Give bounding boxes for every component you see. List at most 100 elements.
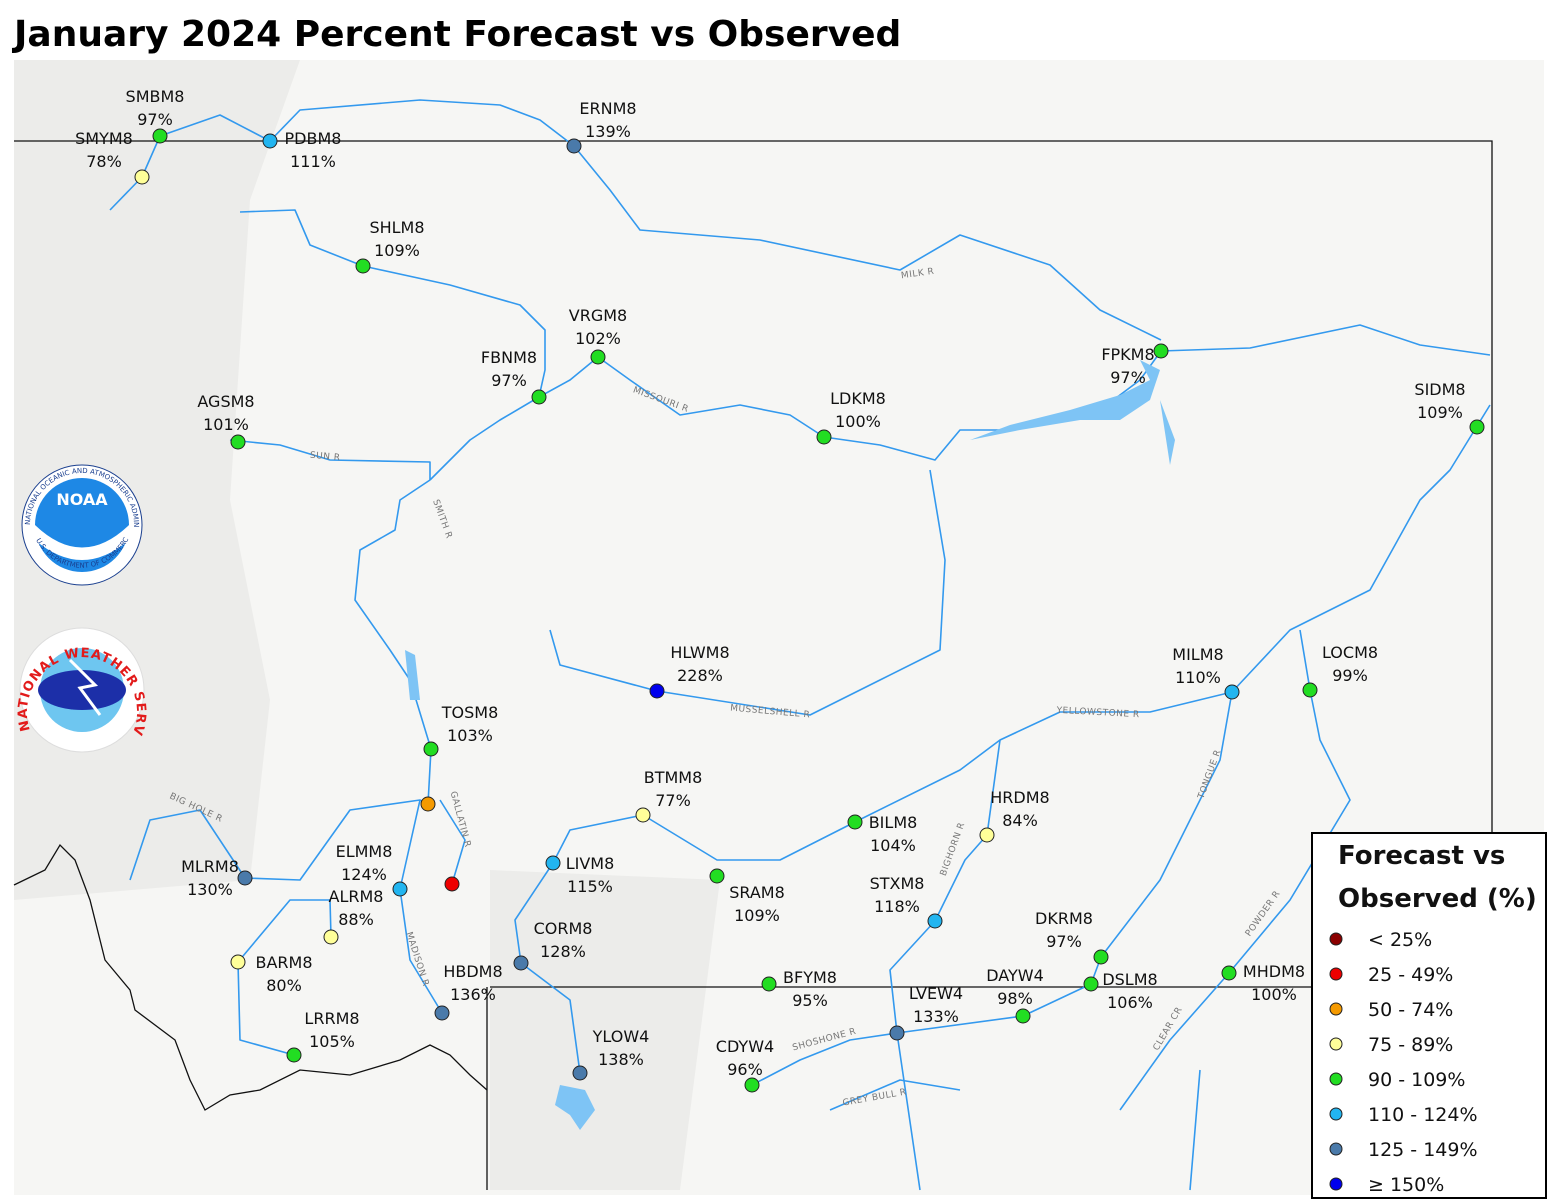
station-id: MHDM8	[1243, 962, 1305, 981]
station-id: SMBM8	[126, 87, 185, 106]
station-id: LOCM8	[1322, 643, 1378, 662]
station-value: 124%	[341, 865, 387, 884]
legend-box	[1311, 832, 1547, 1199]
legend-swatch	[1329, 1072, 1343, 1086]
legend-swatch	[1329, 932, 1343, 946]
station-id: ELMM8	[336, 842, 393, 861]
station-marker	[1224, 684, 1240, 700]
station-marker	[545, 855, 561, 871]
station-id: HLWM8	[670, 643, 729, 662]
station-value: 105%	[309, 1032, 355, 1051]
station-marker	[323, 929, 339, 945]
river	[229, 439, 431, 480]
station-marker	[847, 814, 863, 830]
river	[109, 99, 575, 211]
legend: Forecast vs Observed (%) < 25% 25 - 49% 50…	[1311, 832, 1547, 1199]
station-id: MILM8	[1172, 645, 1223, 664]
river	[549, 469, 946, 716]
state-border	[14, 140, 1493, 840]
station-value: 97%	[137, 110, 173, 129]
station-value: 78%	[86, 152, 122, 171]
legend-swatch	[1329, 1177, 1343, 1191]
station-id: LDKM8	[830, 389, 886, 408]
station-value: 102%	[575, 329, 621, 348]
lake	[555, 1085, 595, 1130]
river-label: SUN R	[309, 451, 340, 464]
station-id: MLRM8	[181, 857, 239, 876]
station-marker	[979, 827, 995, 843]
station-value: 106%	[1107, 993, 1153, 1012]
station-marker	[392, 881, 408, 897]
lake	[405, 650, 420, 700]
station-value: 88%	[338, 910, 374, 929]
station-id: DKRM8	[1035, 909, 1093, 928]
station-id: VRGM8	[569, 306, 627, 325]
station-id: BARM8	[255, 953, 312, 972]
station-id: FBNM8	[481, 348, 537, 367]
station-value: 97%	[1046, 932, 1082, 951]
borders	[13, 140, 1493, 1190]
station-marker	[1221, 965, 1237, 981]
station-id: YLOW4	[592, 1027, 650, 1046]
river-label: YELLOWSTONE R	[1055, 706, 1140, 720]
station-value: 98%	[997, 989, 1033, 1008]
river	[239, 209, 546, 398]
station-marker	[889, 1025, 905, 1041]
station-id: HBDM8	[443, 962, 502, 981]
river	[1100, 691, 1233, 958]
legend-title: Observed (%)	[1338, 884, 1537, 914]
station-marker	[635, 807, 651, 823]
station-id: PDBM8	[285, 129, 342, 148]
station-id: BTMM8	[644, 768, 703, 787]
station-marker	[237, 870, 253, 886]
legend-label: 90 - 109%	[1368, 1069, 1465, 1091]
station-marker	[1015, 1008, 1031, 1024]
station-value: 111%	[290, 152, 336, 171]
legend-label: < 25%	[1368, 929, 1432, 951]
legend-title: Forecast vs	[1338, 841, 1505, 871]
station-id: SMYM8	[75, 129, 133, 148]
river	[354, 479, 432, 805]
station-marker	[355, 258, 371, 274]
station-value: 110%	[1175, 668, 1221, 687]
station-id: BFYM8	[783, 968, 837, 987]
station-value: 128%	[540, 942, 586, 961]
station-value: 77%	[655, 791, 691, 810]
river	[829, 972, 1230, 1191]
logo-bolt	[68, 658, 102, 716]
station-id: DAYW4	[986, 966, 1044, 985]
station-marker	[1302, 682, 1318, 698]
stations: SMBM897%SMYM878%PDBM8111%ERNM8139%SHLM81…	[75, 87, 1485, 1093]
terrain	[14, 60, 1544, 1195]
station-marker	[420, 796, 436, 812]
legend-swatch	[1329, 1002, 1343, 1016]
station-value: 99%	[1332, 666, 1368, 685]
legend-items: < 25% 25 - 49% 50 - 74% 75 - 89% 90 - 109% 11…	[1329, 929, 1478, 1196]
station-id: HRDM8	[990, 788, 1049, 807]
station-id: LIVM8	[566, 854, 615, 873]
station-marker	[531, 389, 547, 405]
river	[237, 799, 466, 1056]
river	[514, 404, 1491, 1074]
station-marker	[816, 429, 832, 445]
legend-swatch	[1329, 1107, 1343, 1121]
station-value: 138%	[598, 1050, 644, 1069]
station-value: 80%	[266, 976, 302, 995]
river-label: MILK R	[900, 267, 935, 282]
station-marker	[744, 1077, 760, 1093]
station-marker	[262, 133, 278, 149]
logo-text: NOAA	[56, 490, 108, 509]
station-value: 133%	[913, 1007, 959, 1026]
state-border	[13, 843, 488, 1111]
station-value: 97%	[1110, 368, 1146, 387]
station-value: 100%	[835, 412, 881, 431]
logo-wave	[35, 525, 129, 560]
station-marker	[230, 954, 246, 970]
station-marker	[927, 913, 943, 929]
station-marker	[566, 138, 582, 154]
mountains	[490, 870, 720, 1190]
legend-label: 110 - 124%	[1368, 1104, 1478, 1126]
station-value: 136%	[450, 985, 496, 1004]
station-marker	[649, 683, 665, 699]
